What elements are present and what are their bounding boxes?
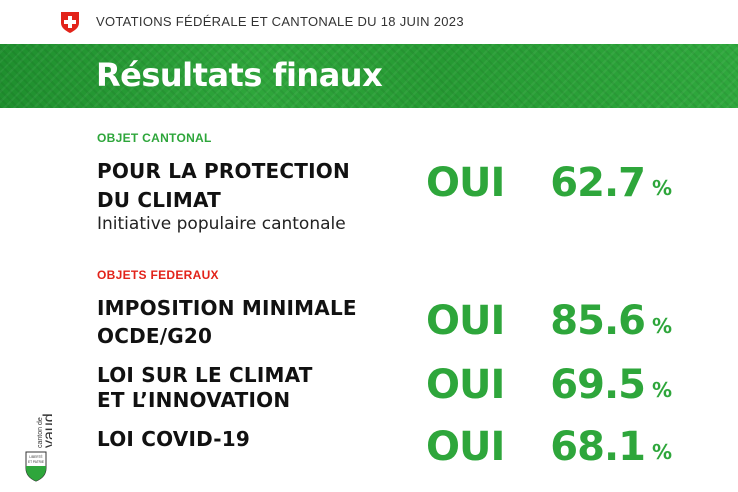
svg-text:ET PATRIE: ET PATRIE xyxy=(28,460,44,464)
canton-vaud-logo: canton de vaud LIBERTÉ ET PATRIE xyxy=(25,413,52,482)
federal-item-1-title-line1: IMPOSITION MINIMALE xyxy=(97,296,357,320)
cantonal-item-title-line1: POUR LA PROTECTION xyxy=(97,159,350,183)
swiss-flag-icon xyxy=(61,12,79,33)
federal-item-2-title-line1: LOI SUR LE CLIMAT xyxy=(97,363,313,387)
cantonal-item-title-line2: DU CLIMAT xyxy=(97,188,221,212)
svg-text:canton de: canton de xyxy=(37,417,44,448)
federal-item-1-percent: 85.6 xyxy=(550,298,646,344)
section-label-federal: OBJETS FEDERAUX xyxy=(97,268,219,282)
top-header: VOTATIONS FÉDÉRALE ET CANTONALE DU 18 JU… xyxy=(0,0,738,44)
federal-item-2-answer: OUI xyxy=(426,362,505,408)
svg-text:LIBERTÉ: LIBERTÉ xyxy=(29,454,42,459)
federal-item-3-title-line1: LOI COVID-19 xyxy=(97,427,251,451)
cantonal-percent-sign: % xyxy=(652,176,673,200)
banner-title: Résultats finaux xyxy=(96,56,383,94)
federal-item-2-title-line2: ET L’INNOVATION xyxy=(97,388,291,412)
federal-item-2-percent-sign: % xyxy=(652,378,673,402)
federal-item-3-percent: 68.1 xyxy=(550,424,646,470)
federal-item-2-percent: 69.5 xyxy=(550,362,646,408)
federal-item-1-title-line2: OCDE/G20 xyxy=(97,324,213,348)
federal-item-1-percent-sign: % xyxy=(652,314,673,338)
section-label-cantonal: OBJET CANTONAL xyxy=(97,131,212,145)
federal-item-3-percent-sign: % xyxy=(652,440,673,464)
cantonal-percent: 62.7 xyxy=(550,160,646,206)
federal-item-3-answer: OUI xyxy=(426,424,505,470)
cantonal-answer: OUI xyxy=(426,160,505,206)
header-title: VOTATIONS FÉDÉRALE ET CANTONALE DU 18 JU… xyxy=(96,14,464,29)
cantonal-item-subtitle: Initiative populaire cantonale xyxy=(97,214,346,234)
results-banner: Résultats finaux xyxy=(0,44,738,108)
svg-text:vaud: vaud xyxy=(41,413,52,448)
federal-item-1-answer: OUI xyxy=(426,298,505,344)
